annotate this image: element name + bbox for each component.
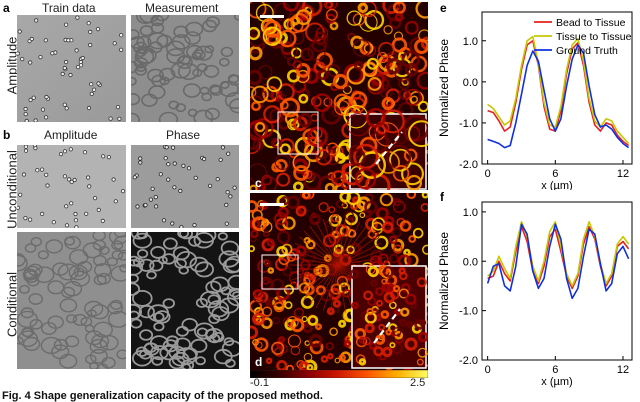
legend-entry: Bead to Tissue (556, 17, 626, 29)
x-tick-label: 12 (617, 168, 629, 180)
panel-b-col2-title: Phase (166, 128, 201, 142)
legend-entry: Tissue to Tissue (556, 31, 632, 43)
x-axis-label: x (µm) (541, 376, 572, 388)
series-line (487, 35, 630, 145)
panel-b-letter: b (3, 128, 11, 142)
scale-bar-d (260, 203, 284, 206)
panel-b-col1-title: Amplitude (44, 128, 98, 142)
colorbar-min-label: -0.1 (250, 377, 269, 389)
train-data-image (17, 15, 126, 122)
legend-entry: Ground Truth (556, 45, 618, 57)
plot-frame (481, 201, 633, 361)
series-line (487, 221, 630, 287)
y-tick-label: 0.0 (463, 256, 478, 268)
microscopy-grid: a Train data Measurement Amplitude b Amp… (0, 0, 245, 372)
colorbar (250, 370, 428, 378)
y-tick-label: 1.0 (463, 207, 478, 219)
series-line (487, 44, 630, 149)
y-tick-label: 1.0 (463, 36, 478, 48)
panel-a-letter: a (3, 1, 10, 15)
x-tick-label: 12 (617, 364, 629, 376)
x-tick-label: 0 (485, 168, 491, 180)
chart-e: 1.0 0.0 -1.0 -2.0 0 6 12 x (µm) Normalized Phase… (437, 11, 633, 190)
figure-caption: Fig. 4 Shape generalization capacity of … (2, 390, 323, 402)
y-axis-label: Normalized Phase (437, 232, 451, 330)
series-line (486, 223, 630, 300)
panel-d-image (250, 193, 428, 370)
y-tick-label: -2.0 (459, 355, 478, 367)
y-tick-label: 0.0 (463, 77, 478, 89)
panel-a-col2-title: Measurement (145, 1, 219, 15)
panel-f-letter: f (440, 190, 444, 204)
x-tick-label: 6 (552, 168, 558, 180)
roi-box (277, 111, 319, 155)
profile-line (375, 131, 403, 165)
panel-a-col1-title: Train data (42, 1, 96, 15)
profile-line-d (373, 308, 401, 344)
panel-d-letter: d (255, 355, 263, 369)
y-axis-label: Normalized Phase (437, 39, 451, 137)
x-axis-label: x (µm) (541, 180, 572, 190)
roi-box-d (261, 254, 299, 290)
panel-c-image (250, 2, 428, 190)
x-tick-label: 6 (552, 364, 558, 376)
series-line (487, 40, 630, 147)
scale-bar (260, 15, 284, 18)
measurement-image (131, 15, 239, 122)
unconditional-amplitude-image (17, 145, 126, 228)
panel-c-letter: c (255, 176, 262, 190)
y-tick-label: -1.0 (459, 306, 478, 318)
conditional-phase-image (131, 232, 239, 369)
chart-f: 1.0 0.0 -1.0 -2.0 0 6 12 x (µm) Normalized Phase (437, 201, 633, 388)
panel-e-letter: e (440, 1, 447, 15)
colorbar-max-label: 2.5 (410, 377, 426, 389)
plot-frame (481, 11, 633, 165)
unconditional-phase-image (131, 145, 239, 228)
y-tick-label: -2.0 (459, 159, 478, 171)
y-tick-label: -1.0 (459, 118, 478, 130)
x-tick-label: 0 (485, 364, 491, 376)
conditional-amplitude-image (17, 232, 126, 369)
